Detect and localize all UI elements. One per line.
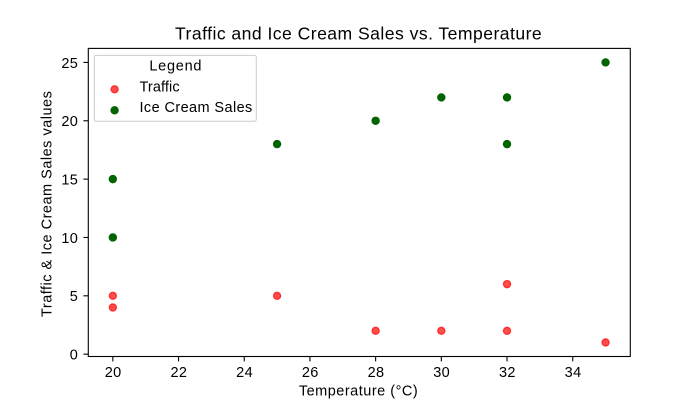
svg-text:26: 26 [302, 365, 319, 381]
svg-text:32: 32 [499, 365, 516, 381]
svg-text:34: 34 [565, 365, 582, 381]
svg-text:Traffic & Ice Cream Sales valu: Traffic & Ice Cream Sales values [40, 91, 56, 317]
svg-text:20: 20 [61, 114, 78, 130]
svg-text:Legend: Legend [149, 58, 202, 74]
svg-text:Traffic: Traffic [140, 80, 180, 96]
svg-text:28: 28 [368, 365, 385, 381]
svg-text:Traffic and Ice Cream Sales vs: Traffic and Ice Cream Sales vs. Temperat… [175, 24, 542, 44]
svg-text:25: 25 [61, 56, 78, 72]
svg-text:10: 10 [61, 231, 78, 247]
svg-text:20: 20 [105, 365, 122, 381]
svg-text:0: 0 [70, 348, 78, 364]
svg-text:24: 24 [236, 365, 253, 381]
svg-text:5: 5 [70, 289, 78, 305]
svg-text:Ice Cream Sales: Ice Cream Sales [140, 100, 253, 116]
svg-text:15: 15 [61, 173, 78, 189]
svg-text:22: 22 [170, 365, 187, 381]
svg-text:Temperature (°C): Temperature (°C) [299, 384, 418, 400]
svg-text:30: 30 [433, 365, 450, 381]
